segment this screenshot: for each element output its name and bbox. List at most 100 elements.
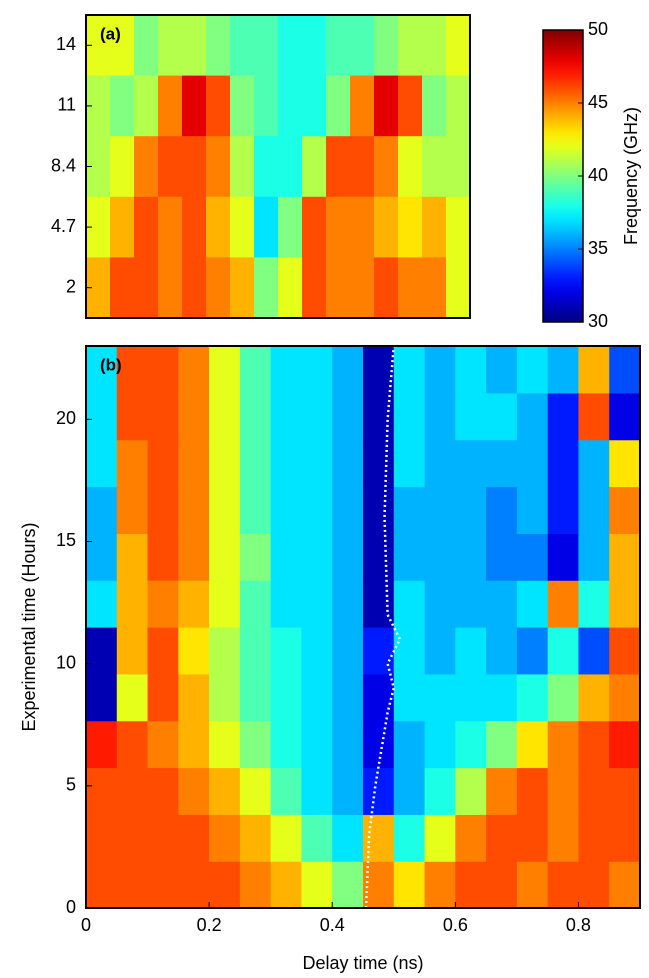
heat-cell: [230, 196, 255, 258]
heat-cell: [516, 673, 549, 722]
heat-cell: [86, 720, 118, 769]
heat-cell: [516, 814, 549, 862]
heat-cell: [455, 439, 487, 488]
heat-cell: [178, 346, 210, 394]
heat-cell: [578, 673, 610, 722]
heat-cell: [326, 196, 351, 258]
heat-cell: [422, 136, 447, 198]
heat-cell: [206, 75, 231, 137]
heat-cell: [363, 580, 395, 628]
heat-cell: [547, 814, 580, 862]
heat-cell: [363, 767, 395, 815]
heat-cell: [147, 720, 179, 769]
heat-cell: [302, 75, 327, 137]
heat-cell: [147, 392, 179, 441]
heat-cell: [302, 196, 327, 258]
heat-cell: [178, 439, 210, 488]
x-axis-label: Delay time (ns): [302, 953, 423, 973]
heat-cell: [446, 257, 471, 319]
heat-cell: [147, 486, 179, 534]
heat-cell: [424, 580, 456, 628]
heat-cell: [86, 673, 118, 722]
heat-cell: [393, 861, 426, 909]
heat-cell: [455, 486, 487, 534]
heat-cell: [158, 257, 183, 319]
heat-cell: [424, 392, 456, 441]
heat-cell: [116, 861, 149, 909]
heat-cell: [486, 580, 518, 628]
heat-cell: [609, 627, 641, 675]
heat-cell: [301, 439, 333, 488]
heat-cell: [363, 814, 395, 862]
heat-cell: [301, 627, 333, 675]
colorbar-tick-label: 30: [588, 311, 608, 331]
y-tick-label: 2: [66, 276, 76, 296]
heat-cell: [398, 136, 423, 198]
heat-cell: [326, 136, 351, 198]
heat-cell: [547, 486, 580, 534]
heat-cell: [547, 861, 580, 909]
heat-cell: [110, 75, 135, 137]
heat-cell: [398, 196, 423, 258]
x-tick-label: 0.4: [320, 915, 345, 935]
heat-cell: [302, 15, 327, 77]
heat-cell: [578, 814, 610, 862]
heat-cell: [547, 580, 580, 628]
heat-cell: [578, 861, 610, 909]
heat-cell: [270, 720, 303, 769]
heat-cell: [332, 627, 364, 675]
heat-cell: [209, 720, 241, 769]
heat-cell: [393, 533, 426, 581]
heat-cell: [609, 673, 641, 722]
heat-cell: [486, 767, 518, 815]
heat-cell: [486, 533, 518, 581]
heat-cell: [363, 486, 395, 534]
heat-cell: [270, 627, 303, 675]
heat-cell: [424, 814, 456, 862]
heat-cell: [374, 15, 399, 77]
heat-cell: [239, 861, 272, 909]
y-axis-label: Experimental time (Hours): [19, 522, 39, 731]
heat-cell: [178, 673, 210, 722]
heat-cell: [363, 673, 395, 722]
heat-cell: [206, 136, 231, 198]
heat-cell: [209, 627, 241, 675]
heat-cell: [147, 580, 179, 628]
heat-cell: [116, 439, 149, 488]
heat-cell: [178, 533, 210, 581]
heat-cell: [455, 861, 487, 909]
heat-cell: [110, 136, 135, 198]
heat-cell: [455, 580, 487, 628]
heat-cell: [393, 814, 426, 862]
heat-cell: [547, 720, 580, 769]
heat-cell: [374, 196, 399, 258]
heat-cell: [182, 136, 207, 198]
heat-cell: [455, 627, 487, 675]
heat-cell: [86, 767, 118, 815]
heat-cell: [609, 580, 641, 628]
x-tick-label: 0.6: [443, 915, 468, 935]
heat-cell: [424, 486, 456, 534]
heat-cell: [398, 257, 423, 319]
heat-cell: [326, 15, 351, 77]
heat-cell: [350, 257, 375, 319]
heat-cell: [147, 439, 179, 488]
heat-cell: [486, 814, 518, 862]
heat-cell: [363, 627, 395, 675]
heat-cell: [455, 673, 487, 722]
heat-cell: [424, 533, 456, 581]
heat-cell: [301, 392, 333, 441]
heat-cell: [609, 392, 641, 441]
heat-cell: [301, 720, 333, 769]
heat-cell: [609, 720, 641, 769]
heat-cell: [578, 720, 610, 769]
heat-cell: [516, 486, 549, 534]
x-tick-label: 0.2: [197, 915, 222, 935]
heat-cell: [134, 196, 159, 258]
heat-cell: [446, 196, 471, 258]
heat-cell: [254, 257, 279, 319]
colorbar-label: Frequency (GHz): [621, 107, 641, 245]
heat-cell: [116, 814, 149, 862]
heat-cell: [147, 814, 179, 862]
heat-cell: [116, 580, 149, 628]
